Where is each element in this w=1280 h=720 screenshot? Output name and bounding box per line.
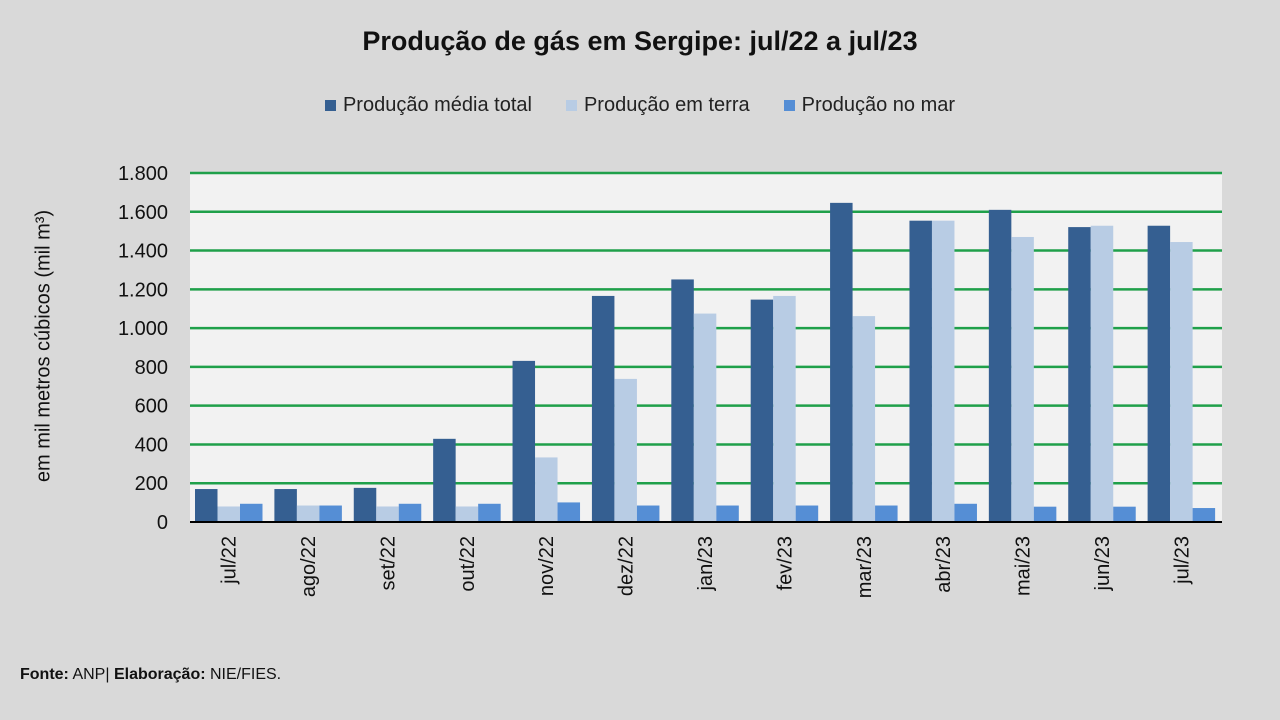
legend-label-terra: Produção em terra (583, 94, 750, 116)
bar-mar (716, 505, 739, 522)
bar-mar (1033, 506, 1057, 522)
bar-total (750, 299, 774, 522)
bar-total (909, 220, 932, 523)
bar-terra (296, 505, 320, 522)
source-value: ANP| (72, 666, 110, 683)
elaboration-value: NIE/FIES. (210, 666, 282, 683)
x-tick-label: jul/23 (1171, 536, 1193, 585)
bar-total (274, 489, 297, 522)
bar-mar (398, 503, 422, 522)
bar-terra (455, 506, 479, 522)
x-tick-label: mar/23 (854, 536, 876, 598)
source-label: Fonte: (20, 666, 69, 683)
bar-mar (795, 505, 819, 522)
bar-terra (1090, 225, 1114, 522)
elaboration-label: Elaboração: (113, 666, 206, 683)
bar-mar (875, 505, 898, 522)
y-tick-label: 1.400 (118, 241, 168, 263)
bar-mar (478, 503, 501, 522)
x-tick-label: jul/22 (219, 536, 241, 585)
bar-total (671, 279, 694, 522)
bar-terra (614, 378, 637, 522)
x-tick-label: fev/23 (774, 536, 796, 590)
bar-terra (931, 220, 955, 523)
bar-mar (636, 505, 660, 522)
y-tick-label: 1.600 (118, 202, 168, 224)
x-tick-label: ago/22 (298, 536, 320, 597)
y-tick-label: 400 (135, 434, 168, 456)
legend-swatch-terra (565, 100, 577, 111)
x-tick-label: out/22 (457, 536, 479, 592)
bar-mar (1192, 508, 1216, 522)
legend-swatch-mar (783, 100, 795, 111)
bar-total (1147, 225, 1171, 522)
bar-terra (1170, 242, 1193, 522)
y-tick-label: 600 (135, 396, 168, 418)
bar-total (830, 202, 853, 522)
x-tick-label: jan/23 (695, 536, 717, 592)
y-tick-label: 800 (135, 357, 168, 379)
chart-title: Produção de gás em Sergipe: jul/22 a jul… (362, 26, 918, 56)
x-tick-label: abr/23 (933, 536, 955, 593)
x-tick-label: mai/23 (1013, 536, 1035, 596)
bar-mar (954, 503, 977, 522)
bar-mar (557, 502, 581, 522)
y-tick-label: 200 (135, 473, 168, 495)
bar-total (433, 438, 456, 522)
bar-total (988, 209, 1012, 523)
legend-label-mar: Produção no mar (801, 94, 956, 116)
legend-item-mar: Produção no mar (783, 94, 956, 117)
x-tick-label: set/22 (377, 536, 399, 590)
bar-terra (773, 295, 796, 522)
y-tick-label: 1.200 (118, 279, 168, 301)
bar-mar (240, 503, 263, 522)
bar-terra (217, 506, 240, 522)
x-tick-label: jun/23 (1092, 536, 1114, 592)
legend-item-terra: Produção em terra (565, 94, 750, 117)
bar-mar (319, 505, 342, 522)
bar-total (591, 295, 615, 522)
bar-terra (535, 457, 558, 522)
legend-item-total: Produção média total (324, 94, 532, 117)
y-tick-label: 1.000 (118, 318, 168, 340)
bar-mar (1113, 506, 1136, 522)
x-tick-label: dez/22 (616, 536, 638, 596)
legend-swatch-total (324, 100, 336, 111)
bar-total (353, 487, 377, 522)
legend: Produção média total Produção em terra P… (0, 94, 1280, 117)
legend-label-total: Produção média total (342, 94, 532, 116)
bar-total (1068, 227, 1091, 522)
bar-total (195, 489, 218, 522)
x-tick-label: nov/22 (536, 536, 558, 596)
bar-terra (852, 316, 876, 522)
bar-terra (376, 506, 399, 522)
y-tick-label: 0 (157, 512, 168, 534)
bar-terra (693, 313, 717, 522)
bar-total (512, 360, 536, 522)
y-tick-label: 1.800 (118, 163, 168, 185)
footer: Fonte: ANP| Elaboração: NIE/FIES. (20, 666, 281, 684)
bar-terra (1011, 236, 1034, 522)
